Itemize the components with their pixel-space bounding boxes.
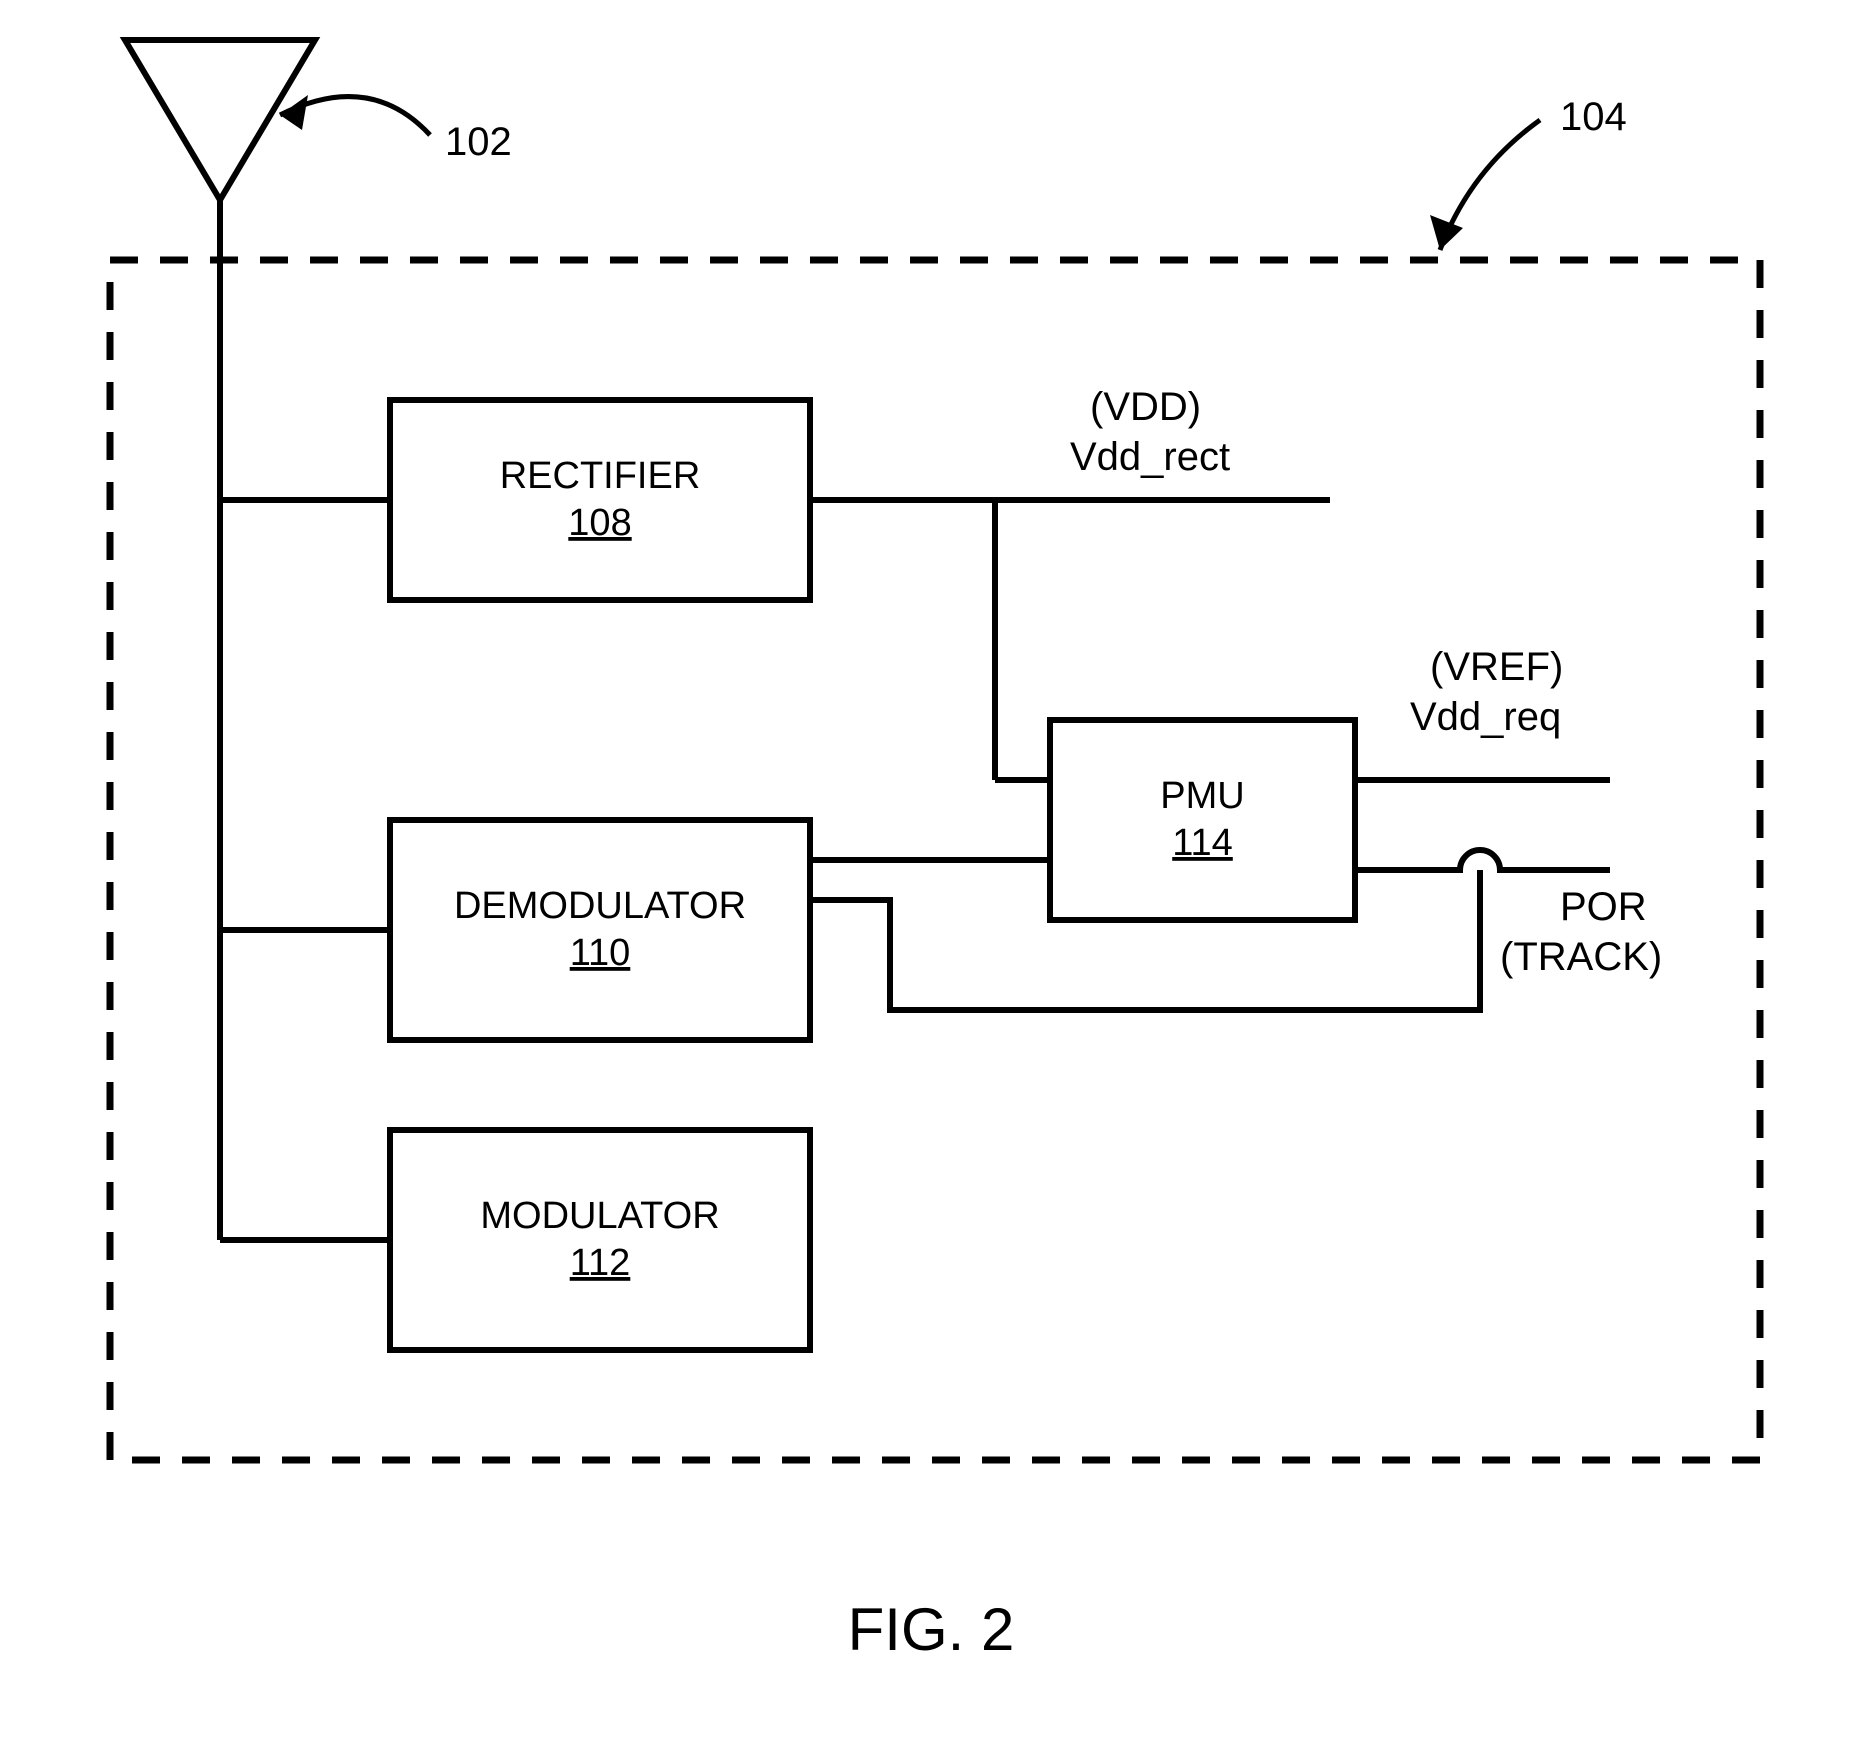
modulator-title: MODULATOR: [480, 1195, 719, 1237]
callout-label-104: 104: [1560, 95, 1627, 139]
rectifier-title: RECTIFIER: [500, 455, 701, 497]
label-por-top: POR: [1560, 885, 1647, 929]
antenna-icon: [125, 40, 315, 200]
wire-pmu-por: [1355, 850, 1610, 870]
label-vref-top: (VREF): [1430, 645, 1563, 689]
label-vdd-top: (VDD): [1090, 385, 1201, 429]
rectifier-num: 108: [568, 502, 631, 544]
demodulator-block: [390, 820, 810, 1040]
demodulator-num: 110: [570, 932, 631, 974]
callout-arrowhead-102: [280, 95, 308, 130]
wire-demod-out2: [810, 870, 1480, 1010]
label-vref-bottom: Vdd_req: [1410, 695, 1561, 739]
modulator-block: [390, 1130, 810, 1350]
rectifier-block: [390, 400, 810, 600]
callout-label-102: 102: [445, 120, 512, 164]
label-vdd-bottom: Vdd_rect: [1070, 435, 1230, 479]
pmu-title: PMU: [1160, 775, 1244, 817]
demodulator-title: DEMODULATOR: [454, 885, 746, 927]
label-por-bottom: (TRACK): [1500, 935, 1662, 979]
modulator-num: 112: [570, 1242, 631, 1284]
pmu-block: [1050, 720, 1355, 920]
figure-label: FIG. 2: [848, 1596, 1015, 1663]
callout-arrowhead-104: [1430, 215, 1463, 250]
pmu-num: 114: [1172, 822, 1233, 864]
